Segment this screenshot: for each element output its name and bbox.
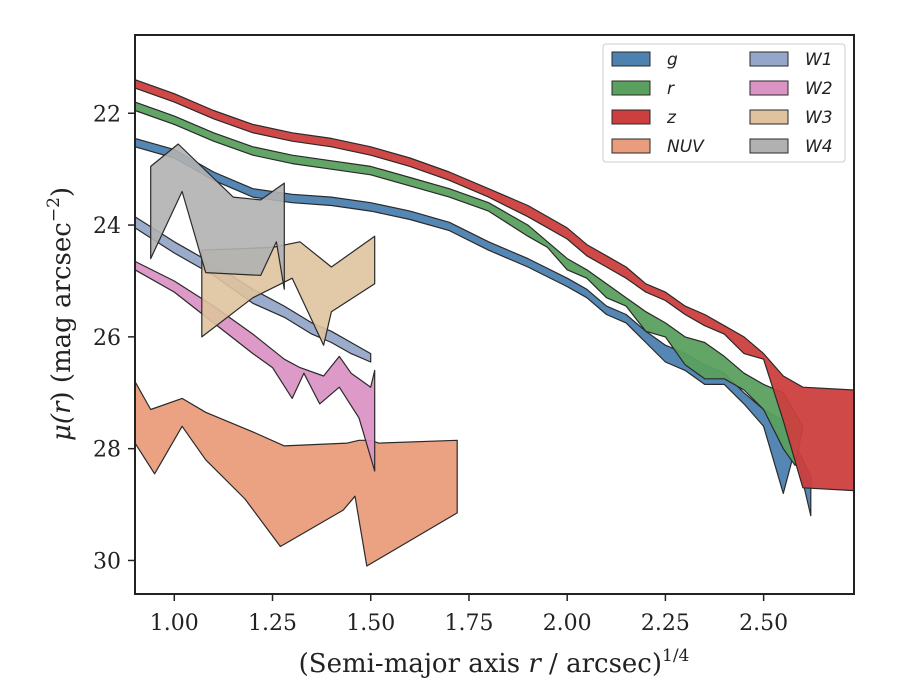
legend-swatch-r <box>611 80 651 96</box>
legend-label-r: r <box>667 79 675 99</box>
legend-label-w3: W3 <box>805 108 833 128</box>
legend-swatch-z <box>611 109 651 125</box>
legend-swatch-w4 <box>749 138 789 154</box>
legend-swatch-w1 <box>749 51 789 67</box>
legend-swatch-nuv <box>611 138 651 154</box>
x-tick-label: 2.00 <box>543 611 592 636</box>
legend-swatch-g <box>611 51 651 67</box>
y-tick-label: 22 <box>93 102 121 127</box>
legend-swatch-w3 <box>749 109 789 125</box>
x-axis-label: (Semi-major axis r / arcsec)1/4 <box>299 646 690 679</box>
x-tick-label: 1.25 <box>248 611 297 636</box>
band-w2 <box>134 260 376 472</box>
legend-frame <box>602 43 846 163</box>
legend-label-z: z <box>666 108 677 128</box>
x-tick-label: 2.25 <box>641 611 690 636</box>
y-axis-label: μ(r) (mag arcsec−2) <box>44 187 77 441</box>
legend-label-g: g <box>667 50 678 70</box>
band-nuv <box>134 381 458 567</box>
legend-label-w2: W2 <box>805 79 833 99</box>
x-tick-label: 1.75 <box>444 611 493 636</box>
band-r <box>134 101 804 466</box>
legend-label-w1: W1 <box>805 50 833 70</box>
x-tick-label: 1.50 <box>346 611 395 636</box>
x-axis-ticks: 1.00 1.25 1.50 1.75 2.00 2.25 2.50 <box>150 594 788 636</box>
x-tick-label: 2.50 <box>739 611 788 636</box>
y-tick-label: 30 <box>93 549 121 574</box>
y-tick-label: 24 <box>93 214 121 239</box>
legend: grz NUV W1 W2 W3 W4 <box>602 43 846 163</box>
legend-label-nuv: NUV <box>667 137 705 157</box>
y-axis-ticks: 22 24 26 28 30 <box>93 102 135 574</box>
y-tick-label: 28 <box>93 438 121 463</box>
legend-swatch-w2 <box>749 80 789 96</box>
band-series-layer <box>134 79 855 567</box>
band-w4 <box>150 143 285 290</box>
y-tick-label: 26 <box>93 326 121 351</box>
x-tick-label: 1.00 <box>150 611 199 636</box>
band-g <box>134 137 812 517</box>
plot-frame <box>134 34 855 595</box>
legend-label-w4: W4 <box>805 137 833 157</box>
